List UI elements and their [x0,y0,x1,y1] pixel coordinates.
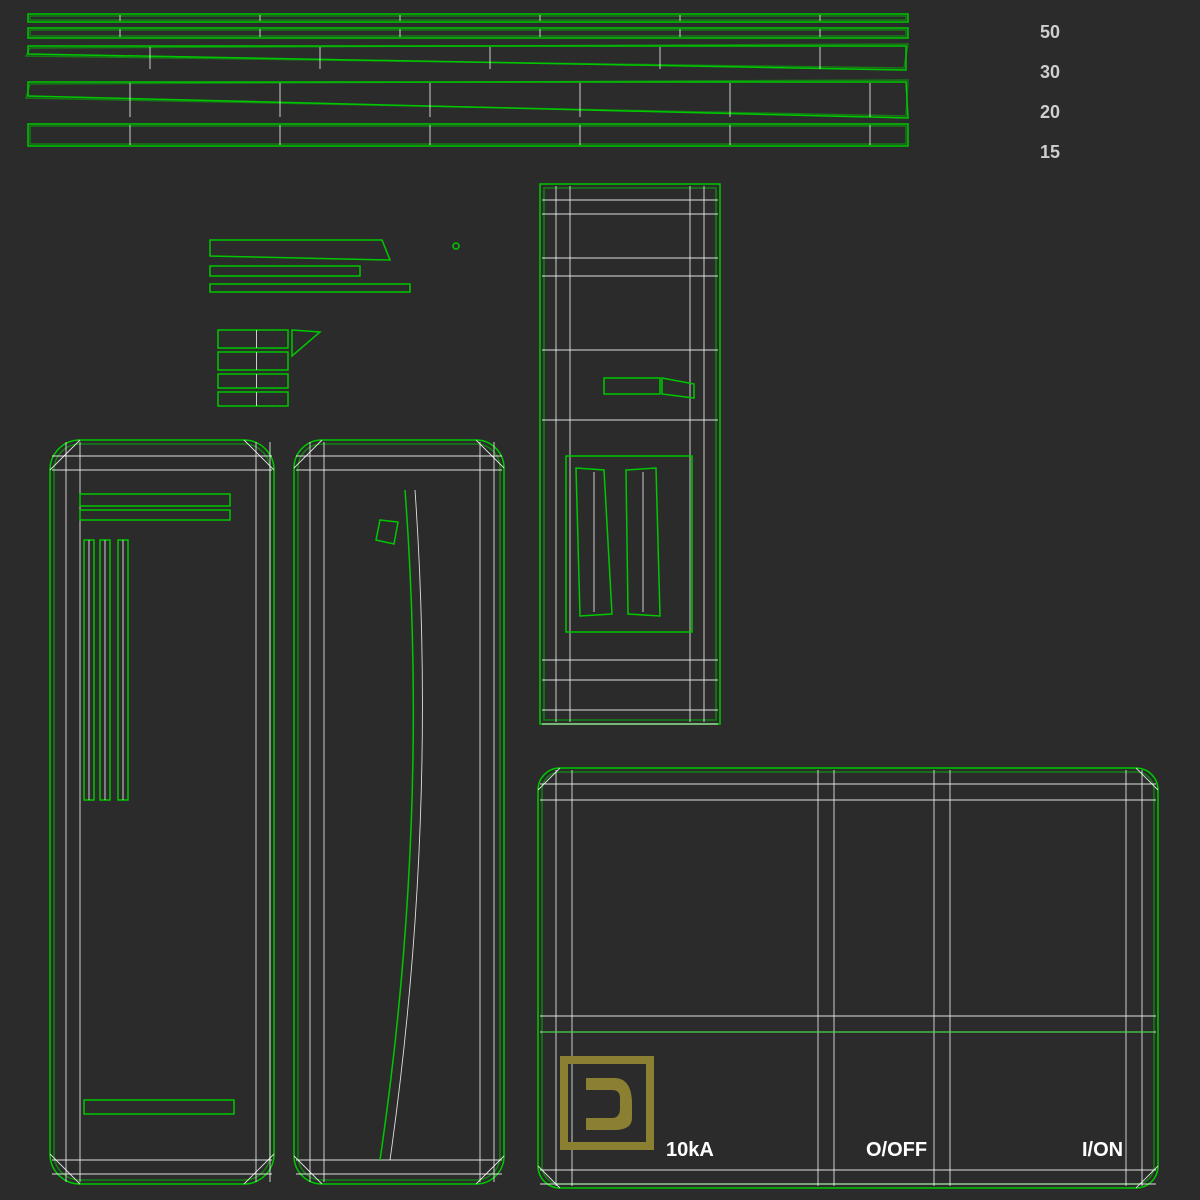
amp-label-50: 50 [1040,22,1060,42]
amp-label-30: 30 [1040,62,1060,82]
amp-label-15: 15 [1040,142,1060,162]
breaker-label: O/OFF [866,1139,927,1161]
amp-label-20: 20 [1040,102,1060,122]
breaker-label: 10kA [666,1139,714,1161]
breaker-label: I/ON [1082,1139,1123,1161]
canvas [0,0,1200,1200]
